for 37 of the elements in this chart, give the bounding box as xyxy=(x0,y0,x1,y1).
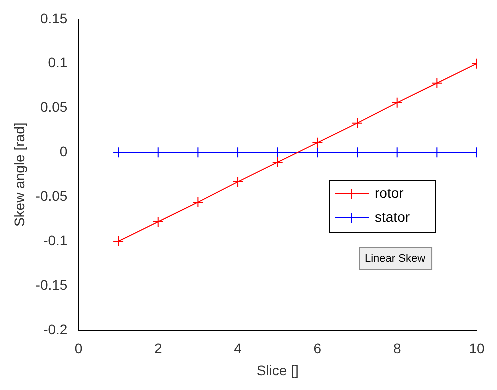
point xyxy=(152,147,164,158)
y-tick-label: -0.15 xyxy=(36,276,68,293)
y-tick-label: 0.1 xyxy=(48,54,68,71)
point xyxy=(352,147,364,158)
point xyxy=(272,147,284,158)
point xyxy=(432,78,443,89)
point xyxy=(113,236,124,248)
point xyxy=(232,147,244,158)
y-tick-label: -0.05 xyxy=(36,188,68,204)
point xyxy=(192,196,204,208)
y-tick-label: 0 xyxy=(60,144,68,160)
point xyxy=(152,216,164,228)
point xyxy=(232,176,244,188)
point xyxy=(392,147,403,158)
x-tick-label: 10 xyxy=(469,340,485,357)
point xyxy=(352,118,364,129)
y-tick-label: -0.2 xyxy=(44,321,68,338)
x-tick-label: 2 xyxy=(154,340,162,357)
y-axis-title: Skew angle [rad] xyxy=(11,122,28,228)
point xyxy=(432,147,443,158)
x-tick-label: 8 xyxy=(393,340,402,357)
x-tick-label: 0 xyxy=(74,340,83,357)
y-tick-label: 0.15 xyxy=(40,10,68,26)
point xyxy=(192,147,204,158)
x-tick-label: 6 xyxy=(314,340,322,357)
point xyxy=(113,147,124,158)
point xyxy=(392,97,403,108)
x-axis-title: Slice [] xyxy=(256,362,299,378)
x-tick-label: 4 xyxy=(234,340,242,357)
point xyxy=(312,137,324,148)
legend-label: rotor xyxy=(375,184,404,201)
annotation: Linear Skew xyxy=(365,253,426,266)
point xyxy=(272,156,284,168)
y-tick-label: 0.05 xyxy=(40,99,68,116)
legend-label: stator xyxy=(375,208,410,225)
point xyxy=(312,147,324,158)
y-tick-label: -0.1 xyxy=(44,232,68,248)
